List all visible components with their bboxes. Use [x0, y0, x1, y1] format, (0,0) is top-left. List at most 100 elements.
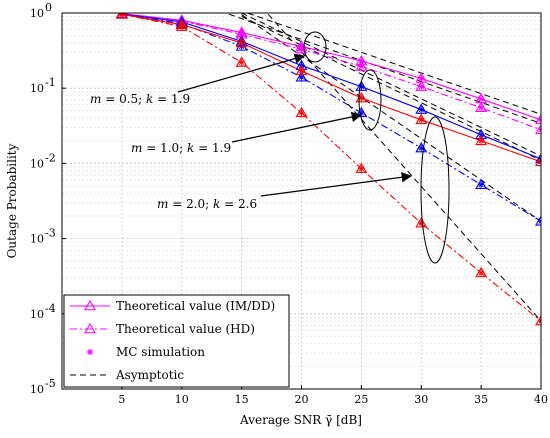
- asymptotic-lines: [224, 13, 541, 322]
- asterisk-marker: [418, 83, 425, 90]
- asterisk-marker: [537, 317, 541, 325]
- asterisk-marker: [298, 109, 305, 117]
- legend-entry-label: Asymptotic: [115, 368, 184, 382]
- triangle-marker: [535, 314, 541, 326]
- asymptotic-line: [245, 13, 541, 115]
- legend-entry-label: MC simulation: [116, 345, 205, 359]
- triangle-marker: [295, 106, 308, 118]
- triangle-marker: [415, 103, 428, 114]
- asterisk-marker: [238, 31, 245, 38]
- x-tick-label: 20: [295, 393, 309, 406]
- annotation-ellipse: [303, 31, 327, 63]
- y-tick-label: 10: [30, 308, 44, 321]
- annotation-ellipse: [420, 116, 450, 264]
- legend: Theoretical value (IM/DD) Theoretical val…: [63, 294, 290, 388]
- legend-entry-label: Theoretical value (IM/DD): [116, 299, 275, 313]
- triangle-marker: [415, 113, 428, 125]
- asterisk-marker: [86, 348, 94, 356]
- asterisk-marker: [358, 63, 365, 70]
- asterisk-marker: [178, 23, 185, 30]
- asymptotic-line: [266, 13, 541, 322]
- triangle-marker: [415, 217, 428, 228]
- triangle-marker: [175, 20, 188, 31]
- triangle-marker: [415, 80, 428, 91]
- asterisk-marker: [298, 74, 305, 81]
- annotation-label: m = 1.0; k = 1.9: [131, 141, 231, 155]
- triangle-marker: [355, 80, 368, 91]
- series-line-imdd: [121, 13, 541, 163]
- y-tick-exponent: -4: [45, 302, 56, 315]
- y-tick-label: 10: [30, 7, 44, 20]
- triangle-marker: [535, 152, 541, 164]
- asterisk-marker: [418, 75, 425, 82]
- asterisk-marker: [418, 116, 425, 124]
- y-tick-label: 10: [30, 383, 44, 396]
- y-tick-label: 10: [30, 82, 44, 95]
- series-lines: [121, 13, 541, 322]
- triangle-marker: [235, 36, 248, 48]
- asterisk-marker: [477, 181, 485, 188]
- series-line-hd: [121, 13, 541, 222]
- x-tick-label: 35: [474, 393, 488, 406]
- y-tick-exponent: -1: [45, 76, 56, 89]
- series-line-hd: [121, 13, 541, 131]
- y-axis-label: Outage Probability: [5, 143, 19, 258]
- asymptotic-line: [241, 14, 541, 222]
- annotation-arrow: [177, 53, 305, 93]
- y-tick-label: 10: [30, 233, 44, 246]
- x-tick-label: 40: [534, 393, 548, 406]
- x-axis-label: Average SNR γ̄ [dB]: [239, 413, 362, 427]
- triangle-marker: [355, 162, 368, 174]
- triangle-marker: [475, 266, 488, 278]
- asterisk-marker: [537, 116, 541, 124]
- triangle-marker: [475, 134, 488, 146]
- triangle-marker: [295, 71, 308, 82]
- asterisk-marker: [238, 39, 245, 47]
- triangle-marker: [355, 60, 368, 71]
- x-tick-label: 25: [354, 393, 368, 406]
- series-line-hd: [121, 13, 541, 322]
- asterisk-marker: [537, 158, 541, 166]
- asterisk-marker: [298, 67, 305, 75]
- y-tick-exponent: -5: [45, 377, 56, 390]
- plot-area: [115, 13, 541, 326]
- y-tick-exponent: 0: [45, 1, 52, 14]
- y-tick-exponent: -3: [45, 227, 56, 240]
- triangle-marker: [235, 56, 248, 67]
- triangle-marker: [535, 215, 541, 226]
- asterisk-marker: [537, 218, 541, 225]
- triangle-marker: [84, 322, 96, 334]
- asterisk-marker: [418, 106, 425, 113]
- asterisk-marker: [477, 104, 485, 111]
- series-line-imdd: [121, 13, 541, 160]
- triangle-marker: [295, 64, 308, 76]
- triangle-marker: [535, 123, 541, 135]
- triangle-marker: [475, 178, 488, 190]
- annotation-ellipse: [358, 69, 382, 131]
- asterisk-marker: [477, 95, 485, 103]
- x-tick-label: 30: [414, 393, 428, 406]
- triangle-marker: [115, 13, 128, 19]
- x-tick-label: 15: [235, 393, 249, 406]
- y-tick-exponent: -2: [45, 151, 56, 164]
- triangle-marker: [475, 101, 488, 113]
- annotation-arrow: [260, 172, 413, 197]
- asterisk-marker: [358, 83, 365, 90]
- asymptotic-line: [241, 13, 541, 157]
- legend-box: [63, 294, 290, 388]
- asterisk-marker: [477, 269, 485, 277]
- legend-entry-label: Theoretical value (HD): [116, 322, 255, 336]
- annotation-label: m = 0.5; k = 1.9: [90, 92, 190, 106]
- x-tick-label: 10: [175, 393, 189, 406]
- asterisk-marker: [118, 13, 126, 18]
- asterisk-marker: [358, 165, 365, 172]
- triangle-marker: [84, 299, 96, 311]
- annotations: m = 0.5; k = 1.9 m = 1.0; k = 1.9 m = 2.0;…: [90, 31, 450, 264]
- annotation-arrow: [231, 111, 363, 143]
- triangle-marker: [535, 113, 541, 125]
- asterisk-marker: [298, 46, 305, 53]
- triangle-marker: [235, 40, 248, 51]
- series-line-imdd: [121, 13, 541, 121]
